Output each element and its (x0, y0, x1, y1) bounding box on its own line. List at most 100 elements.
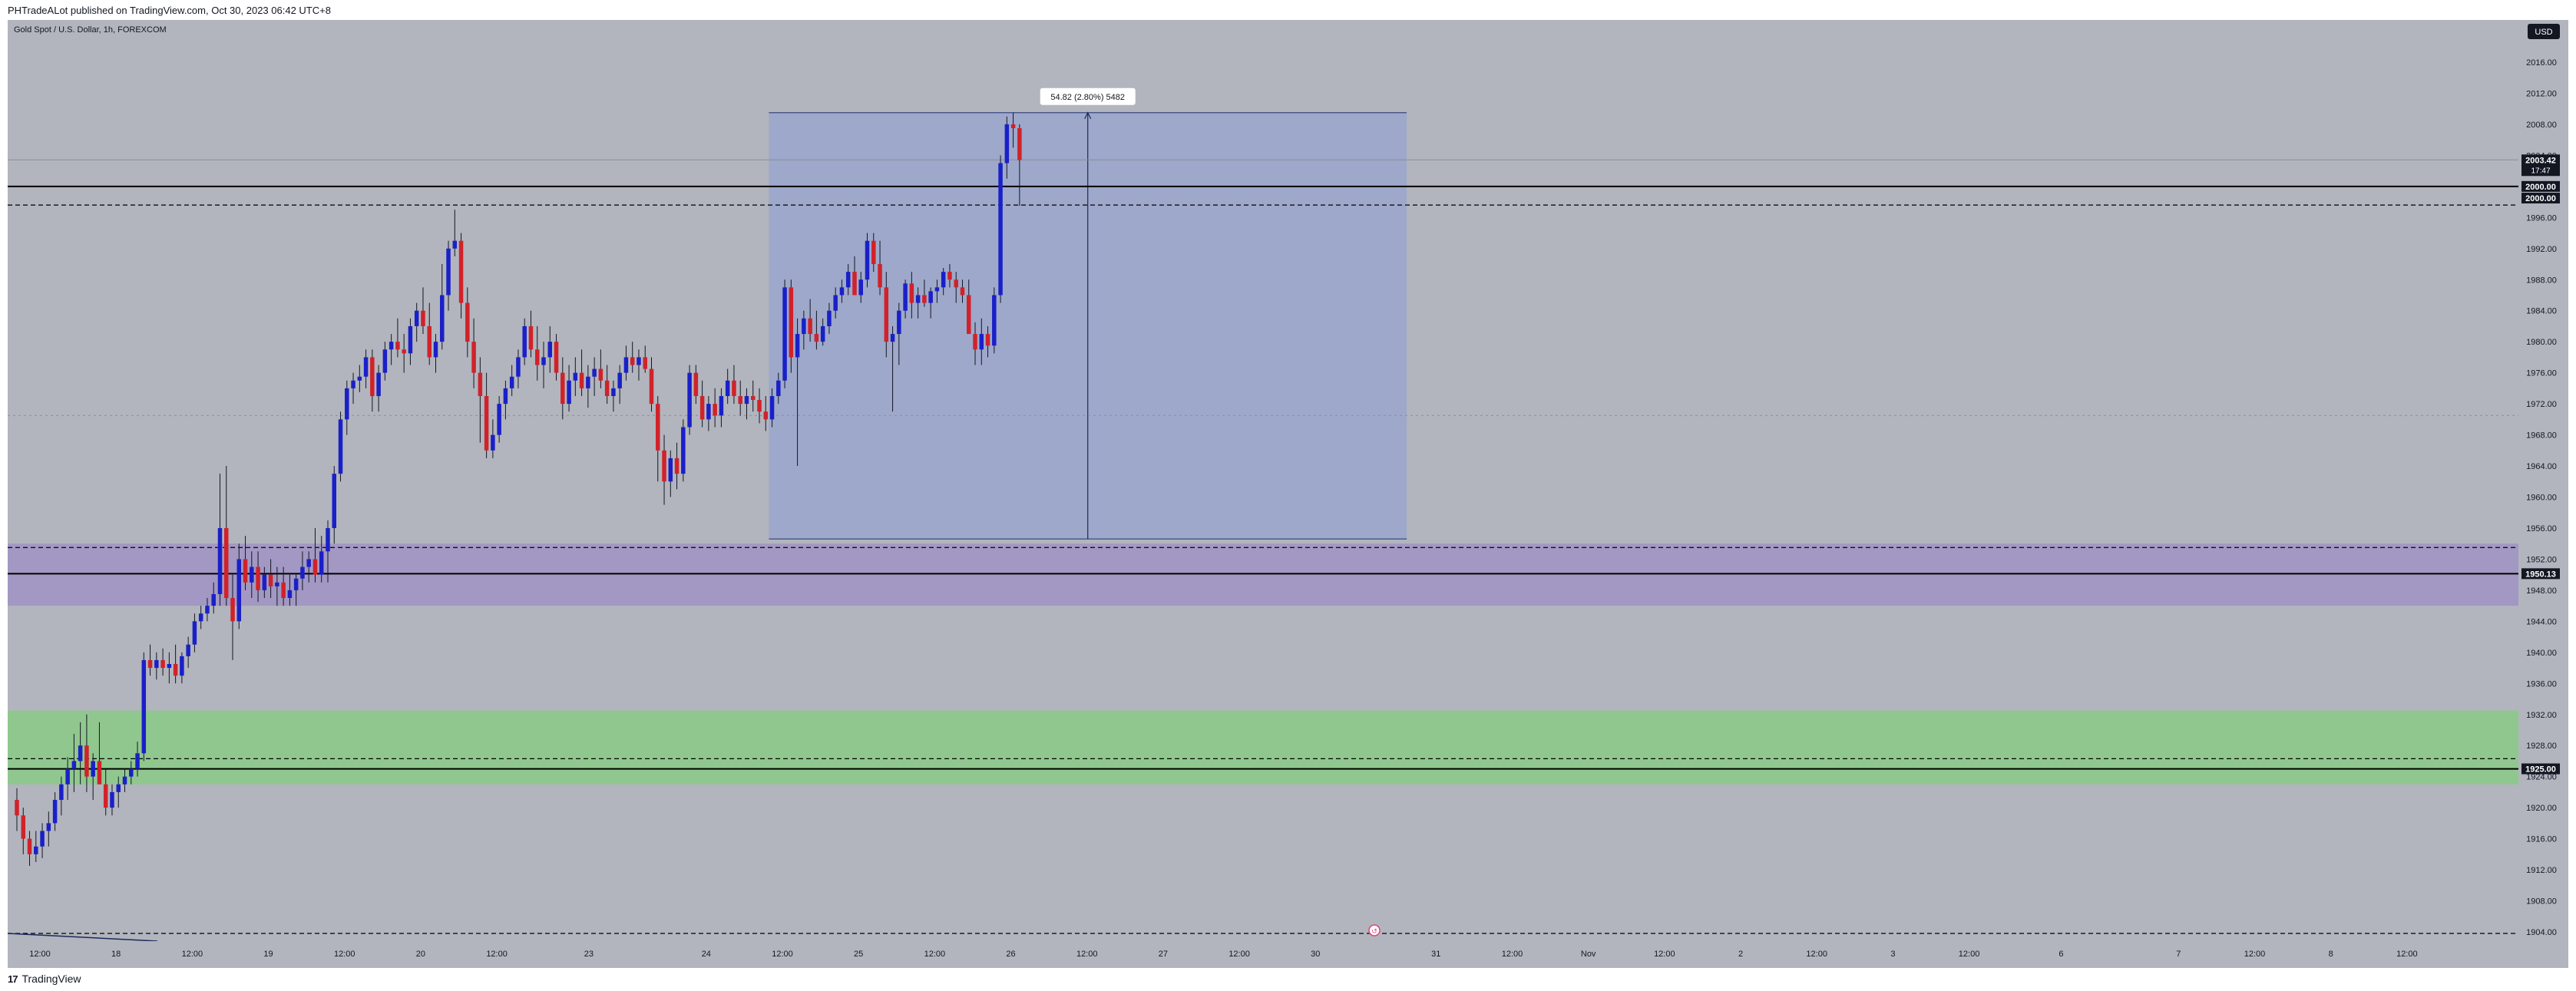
chart-svg[interactable]: 54.82 (2.80%) 5482 2016.00 2012.00 2008.00… (8, 20, 2568, 968)
candle-body (110, 791, 114, 808)
y-tick-label: 1976.00 (2526, 369, 2557, 378)
candle-body (497, 404, 501, 435)
candle-body (421, 310, 425, 326)
candle-body (84, 745, 89, 777)
candle-body (757, 400, 762, 412)
price-label-box (2521, 763, 2560, 775)
purple-zone (8, 543, 2518, 606)
candle-body (217, 527, 223, 594)
candle-body (465, 302, 470, 342)
y-tick-label: 1912.00 (2526, 866, 2557, 875)
candle-body (561, 372, 565, 405)
y-tick-label: 1952.00 (2526, 555, 2557, 564)
candle-body (256, 567, 260, 590)
candle-body (934, 287, 940, 292)
x-tick-label: 12:00 (1959, 950, 1980, 959)
candle-body (681, 427, 686, 474)
candle-body (719, 395, 724, 416)
candles-layer (15, 112, 1022, 867)
horizontal-lines[interactable] (8, 159, 2518, 942)
x-tick-label: 12:00 (1806, 950, 1827, 959)
candle-body (852, 272, 857, 296)
candle-body (827, 310, 832, 326)
y-tick-label: 2016.00 (2526, 58, 2557, 68)
candle-body (973, 334, 977, 350)
candle-body (408, 325, 413, 354)
price-label-box (2521, 568, 2560, 580)
candle-body (820, 325, 825, 342)
candle-body (122, 776, 127, 785)
x-tick-label: 12:00 (2396, 950, 2418, 959)
candle-body (97, 761, 102, 785)
x-tick-label: 30 (1311, 950, 1320, 959)
candle-body (135, 753, 140, 769)
y-tick-label: 1944.00 (2526, 617, 2557, 626)
y-tick-label: 1964.00 (2526, 462, 2557, 471)
x-tick-label: 12:00 (486, 950, 508, 959)
y-tick-label: 1980.00 (2526, 338, 2557, 347)
x-tick-label: 12:00 (182, 950, 203, 959)
chart-title: Gold Spot / U.S. Dollar, 1h, FOREXCOM (14, 25, 167, 35)
alert-icon[interactable]: ↺ (1368, 924, 1381, 936)
candle-body (281, 582, 286, 599)
candle-body (534, 349, 540, 365)
y-tick-label: 2008.00 (2526, 121, 2557, 130)
y-tick-label: 2012.00 (2526, 89, 2557, 98)
candle-body (262, 574, 267, 590)
candle-body (611, 388, 616, 396)
candle-body (769, 395, 775, 420)
candle-body (458, 240, 464, 303)
candle-body (433, 342, 438, 358)
candle-body (985, 334, 990, 346)
candle-body (402, 349, 406, 354)
candle-body (750, 395, 756, 401)
price-axis[interactable]: 2016.002012.002008.002004.002000.001996.… (2518, 20, 2568, 968)
price-label: 1925.00 (2525, 765, 2556, 775)
y-tick-label: 1992.00 (2526, 245, 2557, 254)
candle-body (897, 310, 901, 335)
candle-body (623, 357, 629, 373)
price-axis-bg (2518, 20, 2568, 968)
candle-body (573, 372, 578, 381)
candle-body (592, 368, 597, 377)
trendline-stub (8, 933, 158, 942)
x-tick-label: 19 (263, 950, 273, 959)
candle-body (180, 656, 184, 676)
candle-body (738, 395, 742, 405)
x-tick-label: 12:00 (29, 950, 51, 959)
candle-body (808, 318, 812, 335)
candle-body (275, 582, 279, 586)
candle-body (776, 380, 781, 396)
candle-body (802, 318, 806, 335)
candle-body (643, 357, 647, 369)
currency-label: USD (2535, 28, 2552, 37)
candle-body (713, 404, 717, 416)
candle-body (617, 372, 622, 388)
candle-body (160, 659, 165, 669)
y-tick-label: 1972.00 (2526, 400, 2557, 409)
candle-body (979, 334, 984, 350)
candle-body (954, 279, 958, 288)
x-tick-label: 7 (2176, 950, 2181, 959)
candle-body (858, 279, 863, 296)
candle-body (649, 368, 654, 405)
candle-body (192, 621, 197, 645)
candle-body (40, 831, 45, 847)
candle-body (103, 784, 108, 808)
currency-button[interactable]: USD (2528, 24, 2560, 39)
candle-body (656, 404, 660, 451)
measure-tool[interactable]: 54.82 (2.80%) 5482 (769, 88, 1407, 540)
candle-body (27, 838, 32, 854)
candle-body (992, 295, 997, 346)
candle-body (15, 800, 19, 816)
candle-body (452, 240, 458, 249)
candle-body (147, 659, 153, 669)
chart-area[interactable]: 54.82 (2.80%) 5482 2016.00 2012.00 2008.00… (8, 20, 2568, 968)
y-tick-label: 1960.00 (2526, 494, 2557, 503)
candle-body (909, 283, 914, 303)
candle-body (205, 606, 210, 614)
candle-body (725, 380, 730, 396)
x-tick-label: 23 (584, 950, 594, 959)
candle-body (674, 458, 680, 474)
time-axis[interactable]: 12:00 18 12:00 19 12:00 20 12:00 23 24 12:00 25 12:… (8, 941, 2568, 968)
